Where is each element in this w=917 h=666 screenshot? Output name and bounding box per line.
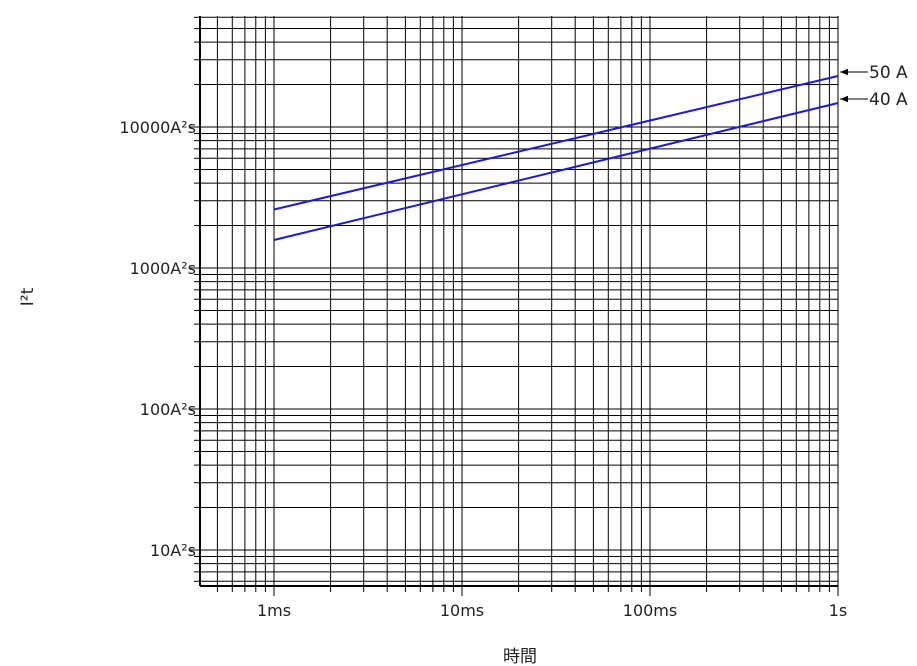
x-tick-label: 10ms [440,601,484,620]
x-axis-title: 時間 [503,647,537,666]
y-axis-title: I²t [18,287,38,306]
series-line [273,102,839,241]
y-tick-label: 100A²s [140,400,196,419]
y-tick-label: 1000A²s [130,259,196,278]
x-tick-label: 100ms [623,601,677,620]
x-tick-label: 1s [829,601,848,620]
y-tick-label: 10000A²s [119,118,196,137]
chart-axes [190,16,839,596]
chart-grid [200,16,839,586]
series-line [273,75,839,211]
series-group: 50 A 40 A [273,63,908,241]
series-label: 40 A [869,90,908,110]
tick-labels: 1ms 10ms 100ms 1s 10A²s 100A²s 1000A²s 10000A²s [119,118,847,620]
series-label: 50 A [869,63,908,83]
y-tick-label: 10A²s [150,541,196,560]
x-tick-label: 1ms [257,601,291,620]
